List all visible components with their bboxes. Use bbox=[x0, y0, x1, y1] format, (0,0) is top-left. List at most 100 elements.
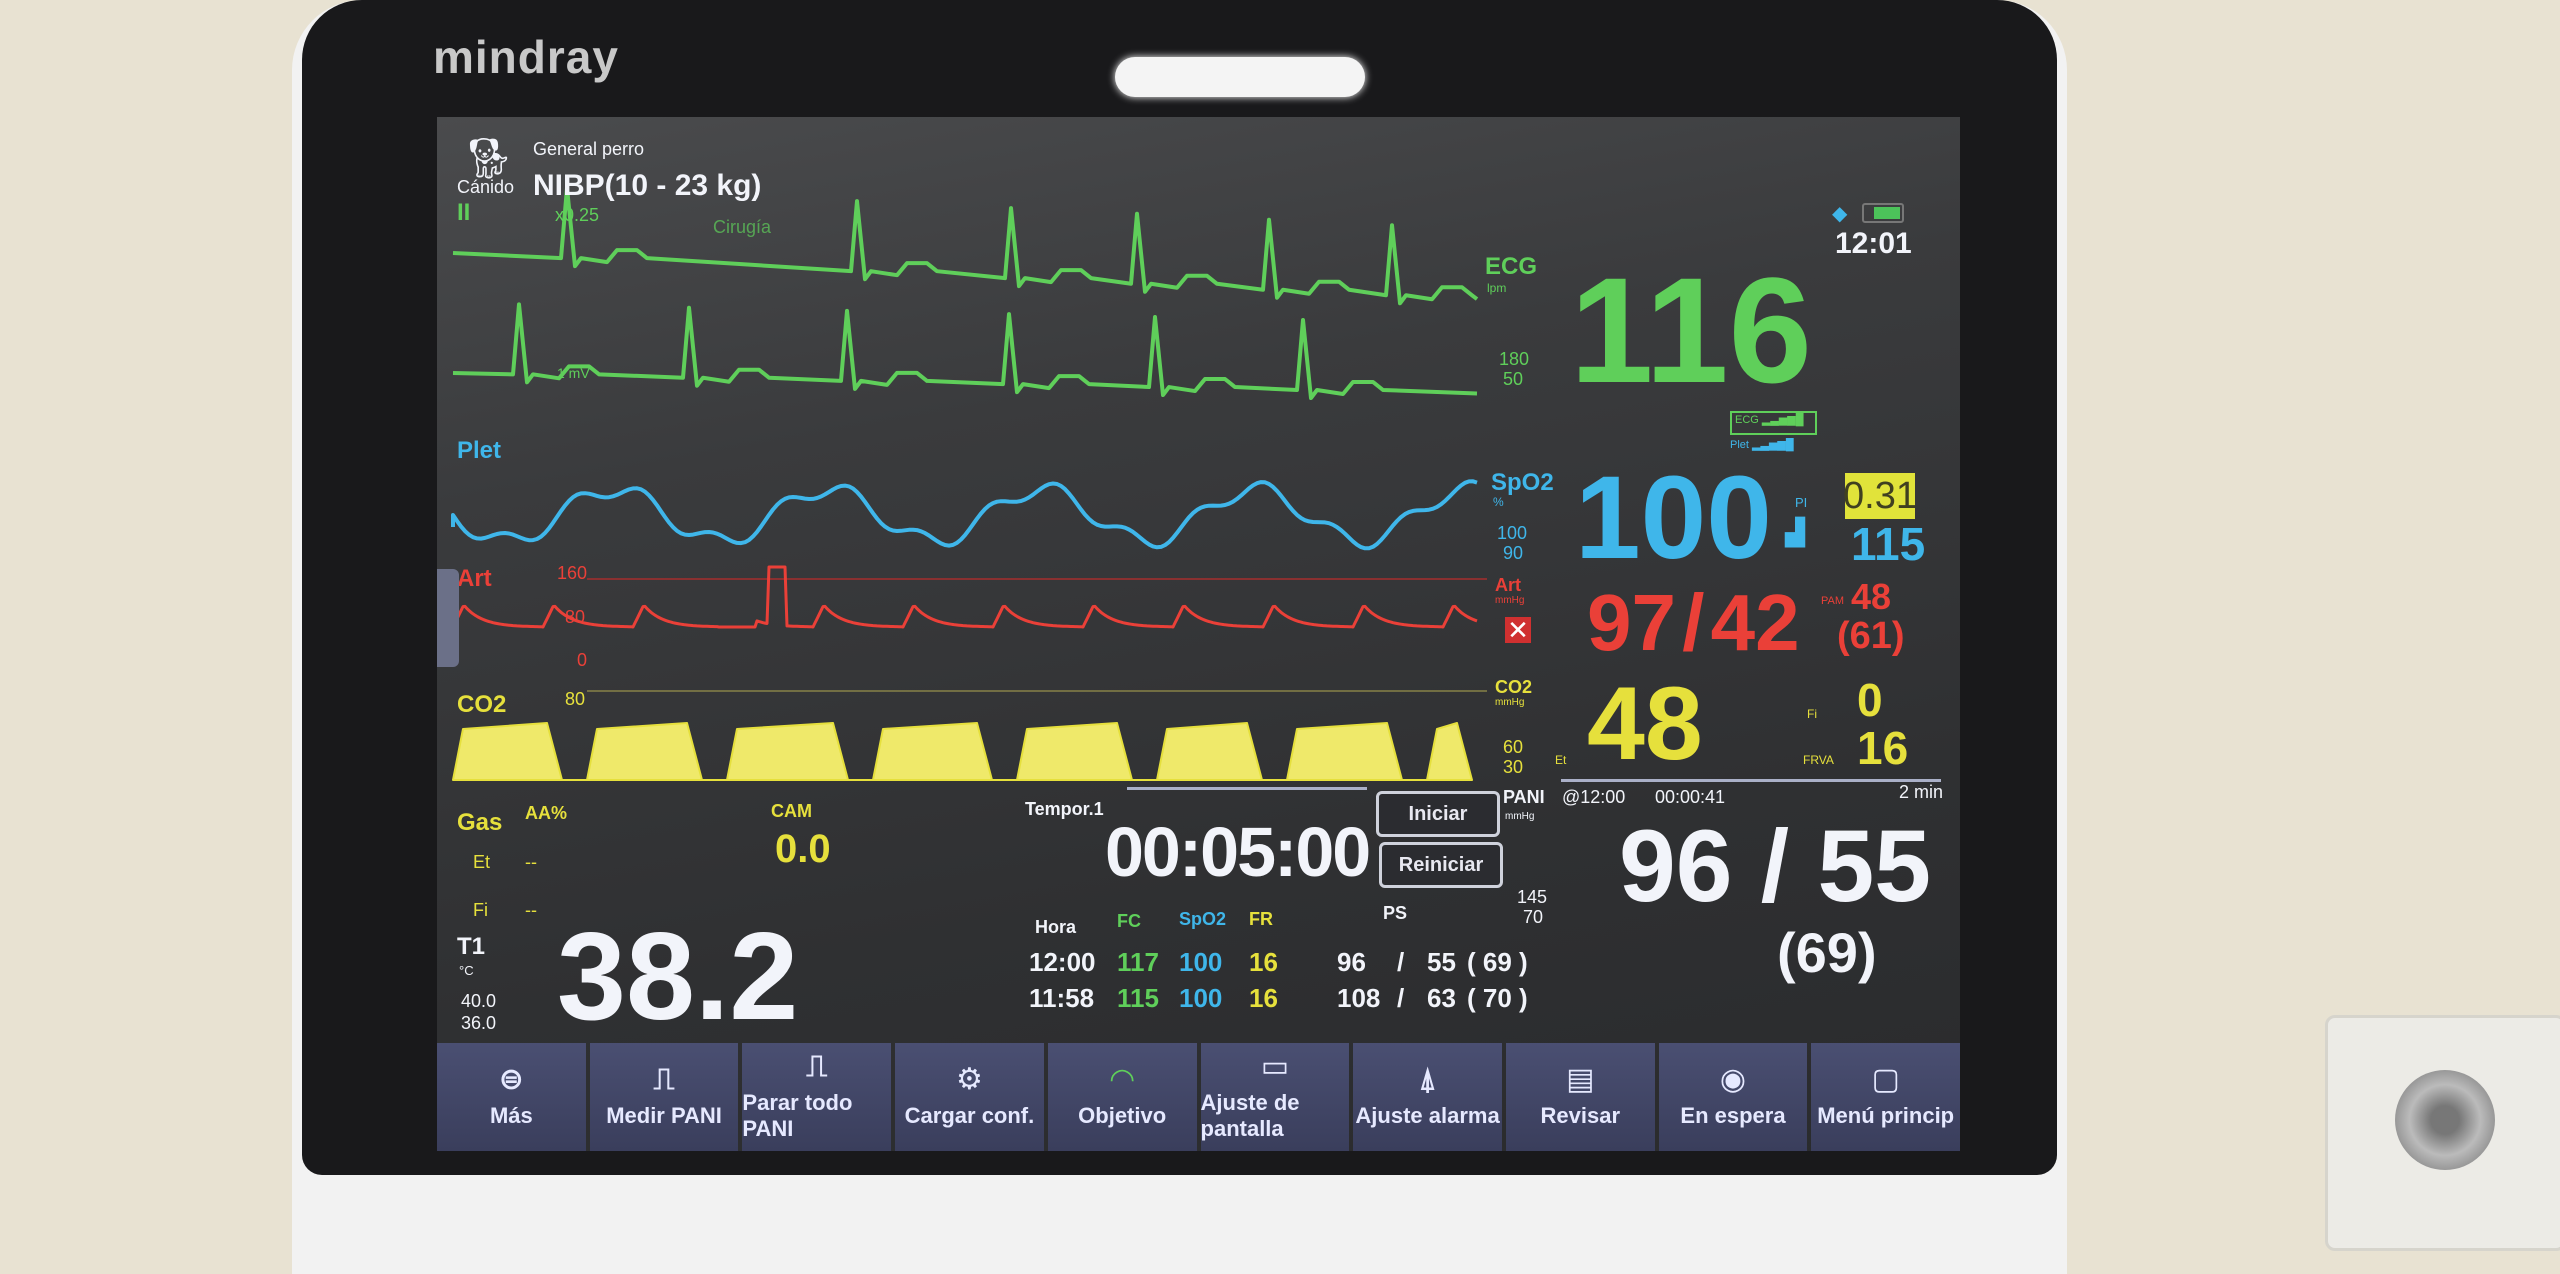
co2-scale: 80 bbox=[565, 689, 586, 709]
separator: / bbox=[1397, 947, 1405, 977]
softkey-gauge[interactable]: ◠ Objetivo bbox=[1047, 1043, 1197, 1151]
patient-type[interactable]: General perro bbox=[533, 139, 645, 159]
trend-header-ps: PS bbox=[1383, 903, 1408, 923]
ecg-waveform-lead-ii bbox=[452, 186, 1479, 306]
waveform-area bbox=[451, 186, 1487, 781]
art-mean-value: (61) bbox=[1837, 615, 1905, 657]
wall-plug bbox=[2395, 1070, 2495, 1170]
ecg-filter-mode[interactable]: Cirugía bbox=[713, 217, 772, 237]
trend-header-fr: FR bbox=[1249, 909, 1273, 929]
nibp-alarm-high: 145 bbox=[1517, 887, 1548, 907]
gas-fi-label: Fi bbox=[473, 900, 488, 920]
monitor-screen: 🐕︎ General perro Cánido NIBP(10 - 23 kg)… bbox=[437, 117, 1960, 1151]
gas-et-label: Et bbox=[473, 852, 491, 872]
ecg-unit: lpm bbox=[1487, 281, 1507, 295]
mac-label: CAM bbox=[771, 801, 812, 821]
ecg-signal-label: ECG bbox=[1735, 414, 1759, 426]
fico2-label: Fi bbox=[1807, 707, 1817, 721]
awrr-value: 16 bbox=[1857, 722, 1909, 774]
network-icon: ◆ bbox=[1832, 203, 1848, 225]
ecg-lead-label[interactable]: II bbox=[457, 199, 471, 226]
trend-mean-value: 69 bbox=[1482, 947, 1512, 977]
art-label[interactable]: Art bbox=[457, 565, 492, 592]
softkey-main-menu[interactable]: ▢ Menú princip bbox=[1811, 1043, 1960, 1151]
nibp-value[interactable]: 96 / 55 bbox=[1619, 809, 1931, 923]
nibp-unit: mmHg bbox=[1505, 811, 1535, 822]
art-waveform bbox=[451, 565, 1478, 629]
ecg-signal-indicator: ECG ▂▃▅▆█ bbox=[1730, 411, 1817, 435]
softkey-standby[interactable]: ◉ En espera bbox=[1658, 1043, 1808, 1151]
nibp-mean-value: (69) bbox=[1777, 921, 1877, 984]
hr-alarm-high: 180 bbox=[1499, 349, 1530, 369]
nibp-elapsed: 00:00:41 bbox=[1655, 787, 1726, 807]
temp-value[interactable]: 38.2 bbox=[557, 908, 799, 1046]
trend-cell-dia: 63 bbox=[1427, 983, 1456, 1013]
trend-cell-mean: ( 69 ) bbox=[1467, 947, 1528, 977]
main-menu-icon: ▢ bbox=[1871, 1063, 1900, 1096]
brand-logo: mindray bbox=[433, 31, 619, 83]
mac-value: 0.0 bbox=[775, 827, 831, 871]
trend-cell-fr: 16 bbox=[1249, 983, 1278, 1013]
ecg-param-label[interactable]: ECG bbox=[1485, 253, 1538, 280]
load-config-icon: ⚙ bbox=[956, 1063, 983, 1096]
trend-header-fc: FC bbox=[1117, 911, 1141, 931]
art-scale-mid: 80 bbox=[565, 607, 586, 627]
trend-cell-fc: 115 bbox=[1117, 983, 1159, 1013]
softkey-alarm-setup[interactable]: ⍋ Ajuste alarma bbox=[1353, 1043, 1502, 1151]
pulse-rate-value: 115 bbox=[1851, 518, 1926, 570]
softkey-label: Ajuste de pantalla bbox=[1200, 1090, 1300, 1141]
species: Cánido bbox=[457, 177, 515, 197]
temp-alarm-low: 36.0 bbox=[461, 1013, 497, 1033]
alarm-light-bar bbox=[1115, 57, 1365, 97]
pleth-waveform bbox=[451, 479, 1478, 551]
softkey-nibp-measure[interactable]: ⎍ Medir PANI bbox=[589, 1043, 739, 1151]
spo2-param-label[interactable]: SpO2 bbox=[1491, 469, 1554, 496]
art-param-label[interactable]: Art bbox=[1495, 575, 1521, 595]
art-unit: mmHg bbox=[1495, 595, 1525, 606]
co2-alarm-low: 30 bbox=[1503, 757, 1524, 777]
softkey-more[interactable]: ⊜ Más bbox=[437, 1043, 586, 1151]
etco2-value[interactable]: 48 bbox=[1587, 666, 1703, 782]
signal-bars-icon: ▂▃▅▆█ bbox=[1752, 439, 1794, 451]
softkey-review[interactable]: ▤ Revisar bbox=[1505, 1043, 1655, 1151]
nibp-stop-icon: ⎍ bbox=[806, 1050, 828, 1083]
timer-reset-button[interactable]: Reiniciar bbox=[1379, 842, 1503, 888]
ecg-waveform-2 bbox=[452, 302, 1478, 400]
timer-start-button[interactable]: Iniciar bbox=[1376, 791, 1500, 837]
pi-value: 0.31 bbox=[1843, 473, 1917, 519]
temp-label[interactable]: T1 bbox=[457, 933, 486, 960]
spo2-alarm-high: 100 bbox=[1497, 523, 1528, 543]
etco2-label: Et bbox=[1555, 753, 1567, 767]
softkey-label: Medir PANI bbox=[606, 1103, 722, 1128]
signal-bars-icon: ▂▃▅▆█ bbox=[1761, 414, 1804, 426]
art-value[interactable]: 97 / 42 bbox=[1587, 578, 1800, 667]
softkey-load-config[interactable]: ⚙ Cargar conf. bbox=[895, 1043, 1044, 1151]
pleth-label[interactable]: Plet bbox=[457, 437, 502, 464]
co2-param-label[interactable]: CO2 bbox=[1495, 677, 1533, 697]
gauge-icon: ◠ bbox=[1110, 1063, 1134, 1096]
softkey-label: Revisar bbox=[1540, 1103, 1621, 1128]
standby-icon: ◉ bbox=[1719, 1063, 1747, 1096]
softkey-label: Menú princip bbox=[1817, 1103, 1955, 1128]
nibp-label[interactable]: PANI bbox=[1503, 787, 1545, 807]
gas-label[interactable]: Gas bbox=[457, 809, 503, 836]
trend-cell-time: 12:00 bbox=[1029, 947, 1096, 977]
spo2-alarm-low: 90 bbox=[1503, 543, 1524, 563]
spo2-value[interactable]: 100 bbox=[1575, 452, 1772, 584]
side-panel-handle[interactable] bbox=[437, 569, 459, 667]
ecg-gain[interactable]: x0.25 bbox=[555, 205, 600, 225]
softkey-nibp-stop[interactable]: ⎍ Parar todo PANI bbox=[742, 1043, 892, 1151]
trend-mean-value: 70 bbox=[1482, 983, 1512, 1013]
trend-cell-spo2: 100 bbox=[1179, 983, 1223, 1013]
co2-unit: mmHg bbox=[1495, 697, 1525, 708]
trend-cell-mean: ( 70 ) bbox=[1467, 983, 1528, 1013]
co2-label[interactable]: CO2 bbox=[457, 691, 507, 718]
battery-icon bbox=[1862, 203, 1904, 223]
hr-value[interactable]: 116 bbox=[1570, 246, 1812, 414]
softkey-screen[interactable]: ▭ Ajuste de pantalla bbox=[1200, 1043, 1350, 1151]
separator: / bbox=[1397, 983, 1405, 1013]
nibp-alarm-low: 70 bbox=[1523, 907, 1544, 927]
alarm-off-icon[interactable]: ✕ bbox=[1505, 617, 1531, 643]
timer-value: 00:05:00 bbox=[1105, 813, 1371, 891]
more-icon: ⊜ bbox=[498, 1063, 524, 1096]
